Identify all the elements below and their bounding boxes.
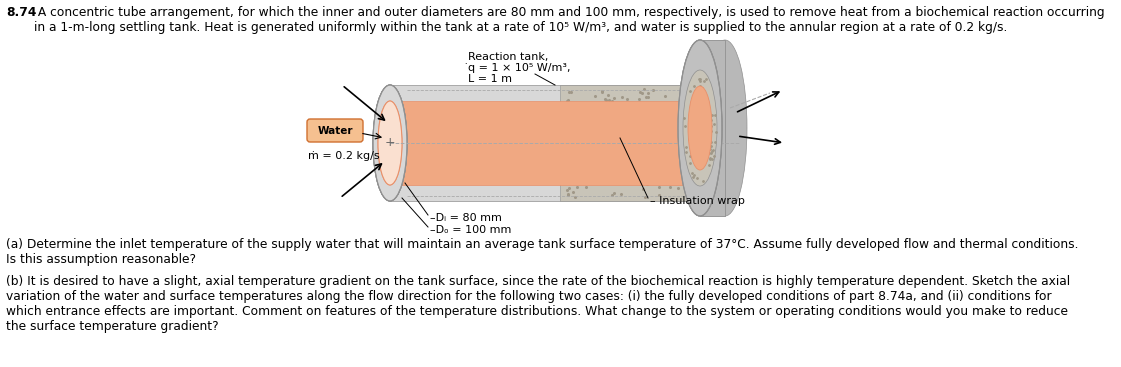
Text: –Dₒ = 100 mm: –Dₒ = 100 mm — [430, 225, 511, 235]
FancyBboxPatch shape — [307, 119, 363, 142]
Ellipse shape — [693, 101, 717, 185]
Text: –Dᵢ = 80 mm: –Dᵢ = 80 mm — [430, 213, 502, 223]
Polygon shape — [390, 85, 700, 201]
Text: ṁ = 0.2 kg/s: ṁ = 0.2 kg/s — [308, 151, 380, 161]
Text: (a) Determine the inlet temperature of the supply water that will maintain an av: (a) Determine the inlet temperature of t… — [6, 238, 1078, 266]
Text: L = 1 m: L = 1 m — [467, 74, 512, 84]
Polygon shape — [700, 40, 725, 216]
Ellipse shape — [688, 86, 712, 170]
Text: Water: Water — [317, 126, 353, 135]
Ellipse shape — [703, 40, 747, 216]
Ellipse shape — [373, 85, 407, 201]
Ellipse shape — [678, 40, 722, 216]
Text: – Insulation wrap: – Insulation wrap — [650, 196, 744, 206]
Text: A concentric tube arrangement, for which the inner and outer diameters are 80 mm: A concentric tube arrangement, for which… — [34, 6, 1104, 34]
Ellipse shape — [373, 85, 407, 201]
Polygon shape — [700, 40, 725, 216]
Text: Reaction tank,: Reaction tank, — [467, 52, 548, 62]
Polygon shape — [560, 85, 700, 201]
Text: +: + — [385, 137, 396, 149]
Ellipse shape — [683, 85, 717, 201]
Text: ̇q = 1 × 10⁵ W/m³,: ̇q = 1 × 10⁵ W/m³, — [467, 63, 571, 73]
Text: (b) It is desired to have a slight, axial temperature gradient on the tank surfa: (b) It is desired to have a slight, axia… — [6, 275, 1071, 333]
Ellipse shape — [691, 86, 710, 170]
Polygon shape — [390, 101, 705, 185]
Text: 8.74: 8.74 — [6, 6, 36, 19]
Ellipse shape — [378, 101, 402, 185]
Ellipse shape — [373, 85, 407, 201]
Ellipse shape — [683, 70, 717, 186]
Ellipse shape — [378, 101, 402, 185]
Ellipse shape — [678, 40, 722, 216]
